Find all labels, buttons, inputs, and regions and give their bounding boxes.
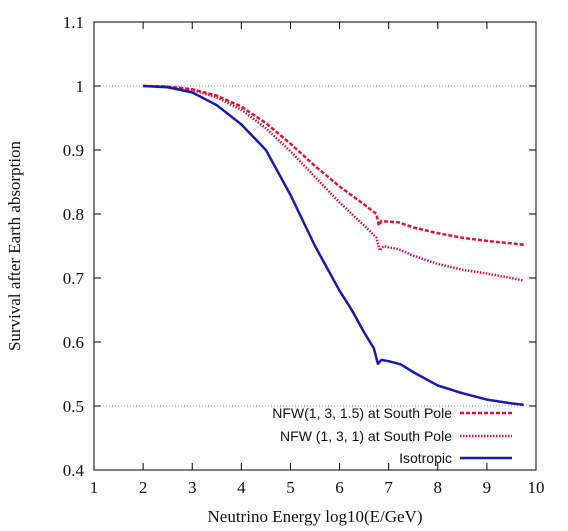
- y-tick-label: 0.8: [63, 205, 84, 224]
- y-tick-label: 0.6: [63, 333, 84, 352]
- y-tick-label: 0.9: [63, 141, 84, 160]
- x-tick-label: 7: [384, 478, 393, 497]
- x-tick-label: 8: [434, 478, 443, 497]
- x-tick-label: 3: [188, 478, 197, 497]
- x-tick-label: 4: [237, 478, 246, 497]
- y-tick-label: 0.4: [63, 461, 85, 480]
- x-tick-label: 9: [483, 478, 492, 497]
- x-tick-label: 1: [90, 478, 99, 497]
- y-tick-label: 1.1: [63, 13, 84, 32]
- legend-label-1: NFW (1, 3, 1) at South Pole: [280, 428, 452, 444]
- y-tick-label: 1: [76, 77, 85, 96]
- y-axis-label: Survival after Earth absorption: [5, 140, 24, 351]
- x-axis-label: Neutrino Energy log10(E/GeV): [208, 507, 423, 526]
- series-line-0: [143, 84, 524, 246]
- plot-frame: [93, 21, 537, 471]
- x-tick-label: 2: [139, 478, 148, 497]
- y-tick-label: 0.5: [63, 397, 84, 416]
- series-line-1: [143, 84, 524, 282]
- axis-ticks: 1 2 3 4 5 6 7 8 9 10 0.4 0.5 0.6 0.7 0.8 0.9 1 1.1: [63, 13, 545, 497]
- x-tick-label: 5: [286, 478, 295, 497]
- x-tick-label: 10: [528, 478, 545, 497]
- y-tick-label: 0.7: [63, 269, 85, 288]
- legend: NFW(1, 3, 1.5) at South Pole NFW (1, 3, 1…: [272, 405, 512, 466]
- x-tick-label: 6: [335, 478, 344, 497]
- legend-label-2: Isotropic: [399, 450, 452, 466]
- legend-label-0: NFW(1, 3, 1.5) at South Pole: [272, 405, 452, 421]
- series-lines: [143, 84, 524, 406]
- series-line-2: [143, 84, 524, 406]
